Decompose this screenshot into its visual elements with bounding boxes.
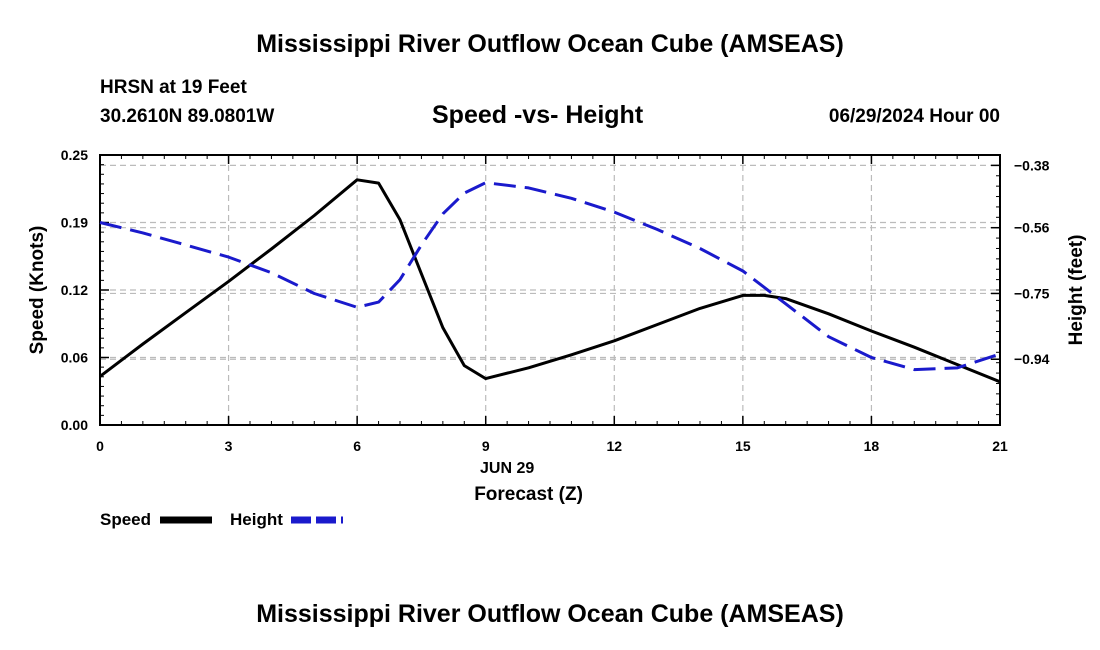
x-tick-label: 15 — [735, 438, 751, 454]
chart-title: Speed -vs- Height — [432, 101, 644, 129]
y2-tick-label: −0.38 — [1014, 157, 1050, 173]
x-tick-label: 3 — [225, 438, 233, 454]
axes: 0 3 6 9 12 15 18 21 0.00 0.06 0.12 0.19 0.25 −0.38 −0.… — [61, 147, 1050, 454]
x-axis-label: Forecast (Z) — [474, 484, 583, 505]
speed-height-chart: 0 3 6 9 12 15 18 21 0.00 0.06 0.12 0.19 0.25 −0.38 −0.… — [27, 147, 1087, 529]
y-tick-label: 0.19 — [61, 215, 88, 231]
legend-label-height: Height — [230, 510, 283, 529]
legend-label-speed: Speed — [100, 510, 151, 529]
x-tick-label: 18 — [864, 438, 880, 454]
y-tick-label: 0.06 — [61, 350, 88, 366]
y2-tick-label: −0.94 — [1014, 351, 1050, 367]
station-label: HRSN at 19 Feet — [100, 77, 247, 98]
y2-axis-label: Height (feet) — [1066, 235, 1087, 346]
grid-lines — [100, 155, 1000, 425]
legend: Speed Height — [100, 510, 343, 529]
x-tick-label: 0 — [96, 438, 104, 454]
y-axis-label: Speed (Knots) — [27, 226, 48, 355]
y2-tick-label: −0.56 — [1014, 220, 1050, 236]
x-tick-label: 6 — [353, 438, 361, 454]
footer-title: Mississippi River Outflow Ocean Cube (AM… — [256, 600, 844, 628]
date-label: JUN 29 — [480, 460, 534, 477]
x-tick-label: 12 — [606, 438, 622, 454]
speed-line — [99, 178, 1001, 384]
y-tick-label: 0.00 — [61, 417, 88, 433]
series-group — [99, 178, 1001, 384]
y-tick-label: 0.25 — [61, 147, 88, 163]
date-hour-label: 06/29/2024 Hour 00 — [828, 106, 1000, 127]
y-tick-label: 0.12 — [61, 282, 88, 298]
coordinates-label: 30.2610N 89.0801W — [100, 106, 275, 127]
y2-tick-label: −0.75 — [1014, 285, 1050, 301]
height-line — [99, 181, 1001, 372]
x-tick-label: 9 — [482, 438, 490, 454]
x-tick-label: 21 — [992, 438, 1008, 454]
page-title: Mississippi River Outflow Ocean Cube (AM… — [256, 30, 844, 58]
